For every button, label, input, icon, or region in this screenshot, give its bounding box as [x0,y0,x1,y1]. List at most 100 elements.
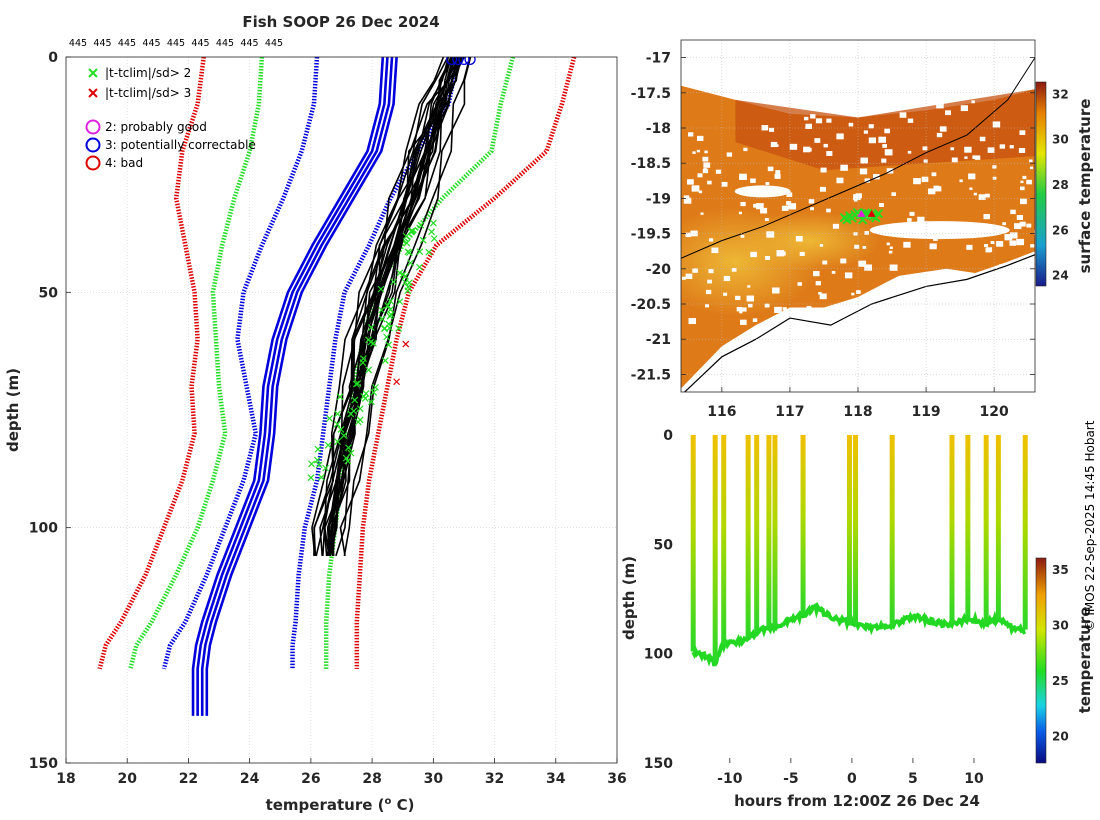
sst-missing-pixel [731,267,737,272]
map-ticks: 116 117 118 119 120 -17 -17.5 -18 -18.5 -19 -19.5 -… [631,51,1035,420]
flag-x-green [337,426,345,433]
flag-x-green [336,393,344,401]
profile-x-tick-label: 36 [607,771,626,787]
temperature-profile [332,57,463,556]
sst-missing-pixel [803,146,811,153]
sst-field [681,57,1035,392]
temperature-profile [327,57,452,556]
sst-missing-pixel [862,245,867,249]
profile-x-tick-label: 32 [485,771,504,787]
sst-missing-pixel [799,251,805,256]
sst-missing-pixel [692,151,696,154]
sst-missing-pixel [817,310,825,317]
sst-missing-pixel [702,168,709,174]
map-x-tick-label: 119 [911,404,940,420]
mean-profile-line [200,57,394,716]
sst-missing-pixel [931,172,937,177]
sst-missing-pixel [984,244,989,248]
profile-axes-box [65,56,618,764]
sst-missing-pixel [697,135,704,141]
sst-missing-pixel [818,291,822,295]
flag-x-green [378,306,386,314]
temperature-profile [343,57,471,557]
sst-colorbar-tick-label: 26 [1052,223,1069,237]
flag-x-green [425,248,433,256]
section-cast [745,435,751,639]
flag-x-green [344,457,352,465]
flag-x-green [385,320,393,328]
sst-missing-pixel [786,192,793,197]
sst-missing-pixel [903,241,911,248]
sst-missing-pixel [872,174,880,180]
temperature-profile [331,57,460,556]
sst-missing-pixel [884,128,891,134]
sst-missing-pixel [804,116,809,121]
cast-label: 445 [93,38,111,49]
sst-missing-pixel [740,201,746,207]
sst-missing-pixel [760,207,768,214]
profile-y-tick-label: 150 [29,756,58,772]
section-cast [949,435,955,625]
flag-x-red [393,378,401,386]
sst-missing-pixel [877,107,883,112]
flag-x-green [356,405,364,413]
sst-colorbar-tick-label: 30 [1052,133,1069,147]
flag-x-green [408,227,416,235]
section-cast [800,435,806,615]
sst-missing-pixel [698,190,703,194]
mean-profile [191,57,398,716]
sst-missing-pixel [992,165,997,169]
sst-cloud [734,185,791,198]
cast-label: 445 [142,38,160,49]
sst-missing-pixel [968,173,976,180]
sst-missing-pixel [708,269,714,274]
temperature-colorbar-tick-label: 35 [1052,563,1069,577]
temperature-profiles [311,57,472,557]
temperature-colorbar-tick-label: 25 [1052,674,1069,688]
section-cast [712,435,718,663]
sst-missing-pixel [815,118,823,124]
flag-x-green [326,415,334,422]
sst-missing-pixel [878,203,884,207]
credit-text: © IMOS 22-Sep-2025 14:45 Hobart [1083,420,1097,631]
sst-missing-pixel [766,231,775,238]
sst-missing-pixel [723,292,728,296]
sst-missing-pixel [853,198,858,202]
flag-x-green [362,390,370,397]
sst-missing-pixel [882,144,887,148]
sst-missing-pixel [829,107,833,111]
sst-missing-pixel [789,143,798,150]
sst-missing-pixel [822,260,828,265]
cast-label: 445 [167,38,185,49]
sst-missing-pixel [940,274,947,280]
flag-x-green [403,239,411,247]
sst-missing-pixel [923,159,928,163]
track-marker [873,208,884,219]
legend-label: |t-tclim|/sd> 3 [105,86,191,100]
sst-missing-pixel [939,126,947,132]
sst-missing-pixel [819,186,826,192]
legend-label: 4: bad [105,156,143,170]
profile-x-tick-label: 18 [56,771,75,787]
sst-missing-pixel [851,292,855,296]
flag-x-green [351,396,359,404]
sst-missing-pixel [1030,244,1035,248]
sst-missing-pixel [985,247,992,253]
sst-missing-pixel [909,211,915,216]
sst-missing-pixel [781,205,789,211]
flag-x-green [340,432,348,439]
sst-missing-pixel [708,238,714,242]
flag-circle-blue [452,57,464,66]
flag-circle-blue [464,57,476,66]
sst-missing-pixel [738,211,742,215]
sst-missing-pixel [683,197,692,204]
sst-missing-pixel [715,169,722,174]
sst-missing-pixel [764,218,769,222]
map-y-tick-label: -20.5 [631,297,671,313]
sst-missing-pixel [747,285,751,288]
sst-missing-pixel [856,290,861,294]
map-x-tick-label: 117 [775,404,804,420]
sst-colorbar-tick-label: 24 [1052,269,1069,283]
sst-missing-pixel [1020,198,1027,205]
climatology-mean-2sd [128,57,265,670]
